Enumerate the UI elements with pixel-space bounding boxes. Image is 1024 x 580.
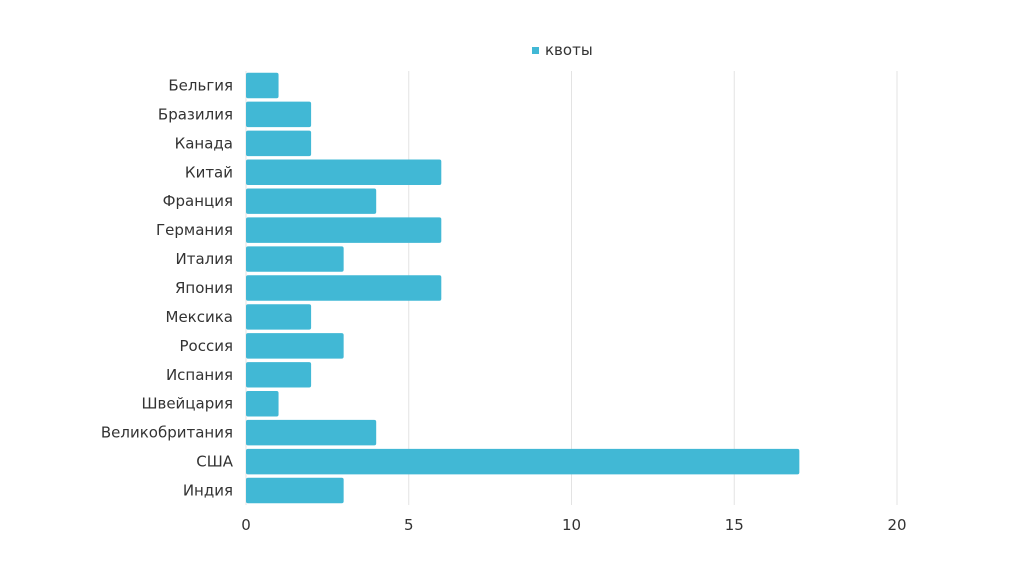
bar bbox=[246, 246, 344, 272]
category-label: Италия bbox=[175, 250, 233, 268]
category-label: Индия bbox=[183, 482, 233, 500]
x-tick-label: 0 bbox=[241, 516, 251, 534]
bar bbox=[246, 159, 442, 185]
category-label: Франция bbox=[163, 192, 233, 210]
x-tick-label: 15 bbox=[725, 516, 744, 534]
x-tick-label: 10 bbox=[562, 516, 581, 534]
legend-swatch bbox=[532, 46, 539, 54]
bar bbox=[246, 448, 800, 475]
category-label: Россия bbox=[180, 337, 234, 355]
category-label: Япония bbox=[175, 279, 233, 297]
bar bbox=[246, 477, 344, 504]
category-label: Бразилия bbox=[158, 105, 233, 123]
category-label: Китай bbox=[185, 163, 233, 181]
category-label: США bbox=[196, 453, 234, 471]
x-tick-label: 5 bbox=[404, 516, 414, 534]
bar bbox=[246, 333, 344, 359]
bar bbox=[246, 275, 442, 301]
category-label: Испания bbox=[166, 366, 233, 384]
x-tick-label: 20 bbox=[887, 516, 906, 534]
bar bbox=[246, 101, 312, 128]
legend-label: квоты bbox=[545, 41, 593, 59]
bar bbox=[246, 72, 279, 99]
category-label: Германия bbox=[156, 221, 233, 239]
legend: квоты bbox=[532, 41, 593, 59]
category-label: Мексика bbox=[166, 308, 233, 326]
bar bbox=[246, 217, 442, 243]
category-label: Бельгия bbox=[168, 76, 233, 94]
bar bbox=[246, 130, 312, 157]
bar bbox=[246, 304, 312, 330]
bar bbox=[246, 419, 377, 446]
bar bbox=[246, 362, 312, 388]
category-label: Швейцария bbox=[141, 395, 233, 413]
category-label: Великобритания bbox=[101, 424, 233, 442]
bar bbox=[246, 188, 377, 214]
category-label: Канада bbox=[175, 134, 233, 152]
bar bbox=[246, 391, 279, 417]
